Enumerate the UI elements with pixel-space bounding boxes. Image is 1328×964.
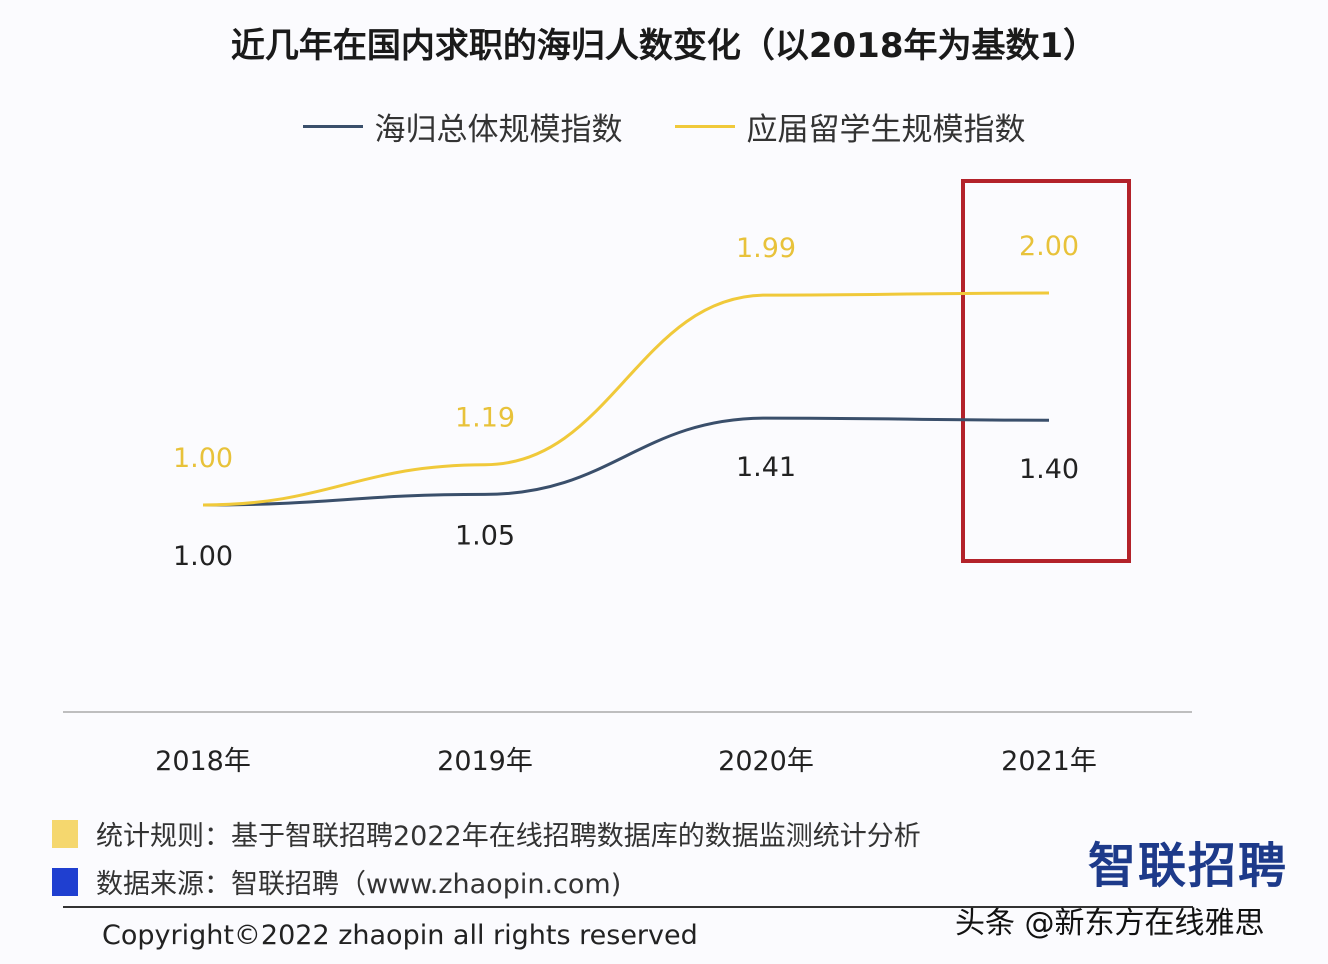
note-rule-text: 统计规则：基于智联招聘2022年在线招聘数据库的数据监测统计分析 — [96, 821, 921, 852]
note-source: 数据来源：智联招聘（www.zhaopin.com) — [52, 862, 621, 901]
data-label: 2.00 — [1019, 231, 1079, 262]
data-label: 1.05 — [455, 520, 515, 551]
line-chart: 2018年 2019年 2020年 2021年 1.00 1.05 1.41 1.40 1.00… — [63, 179, 1192, 777]
watermark: 头条 @新东方在线雅思 — [955, 906, 1265, 941]
data-label: 1.99 — [736, 233, 796, 264]
legend-item-overall: 海归总体规模指数 — [302, 104, 623, 149]
series-line-0 — [202, 416, 1050, 507]
chart-title: 近几年在国内求职的海归人数变化（以2018年为基数1） — [230, 26, 1098, 66]
legend-label-graduates: 应届留学生规模指数 — [746, 112, 1026, 148]
legend-swatch-graduates — [674, 125, 735, 128]
data-label: 1.00 — [173, 443, 233, 474]
legend-item-graduates: 应届留学生规模指数 — [674, 104, 1026, 149]
zhaopin-logo: 智联招聘 — [1088, 838, 1289, 894]
x-tick-label: 2019年 — [437, 746, 533, 777]
note-source-text: 数据来源：智联招聘（www.zhaopin.com) — [96, 869, 622, 900]
note-source-swatch — [52, 867, 78, 896]
data-label: 1.41 — [736, 452, 796, 483]
footer-divider — [63, 906, 1193, 908]
x-tick-label: 2021年 — [1001, 746, 1097, 777]
x-tick-label: 2020年 — [718, 746, 814, 777]
legend-swatch-overall — [302, 125, 363, 128]
data-label: 1.40 — [1019, 454, 1079, 485]
copyright: Copyright©2022 zhaopin all rights reserv… — [102, 920, 698, 951]
legend-label-overall: 海归总体规模指数 — [374, 112, 623, 148]
legend: 海归总体规模指数 应届留学生规模指数 — [0, 104, 1328, 149]
data-label: 1.00 — [173, 541, 233, 572]
data-label: 1.19 — [455, 403, 515, 434]
series-line-1 — [202, 291, 1050, 507]
note-rule-swatch — [52, 819, 78, 848]
x-tick-label: 2018年 — [155, 746, 251, 777]
note-rule: 统计规则：基于智联招聘2022年在线招聘数据库的数据监测统计分析 — [52, 814, 921, 853]
highlight-box — [961, 179, 1131, 563]
